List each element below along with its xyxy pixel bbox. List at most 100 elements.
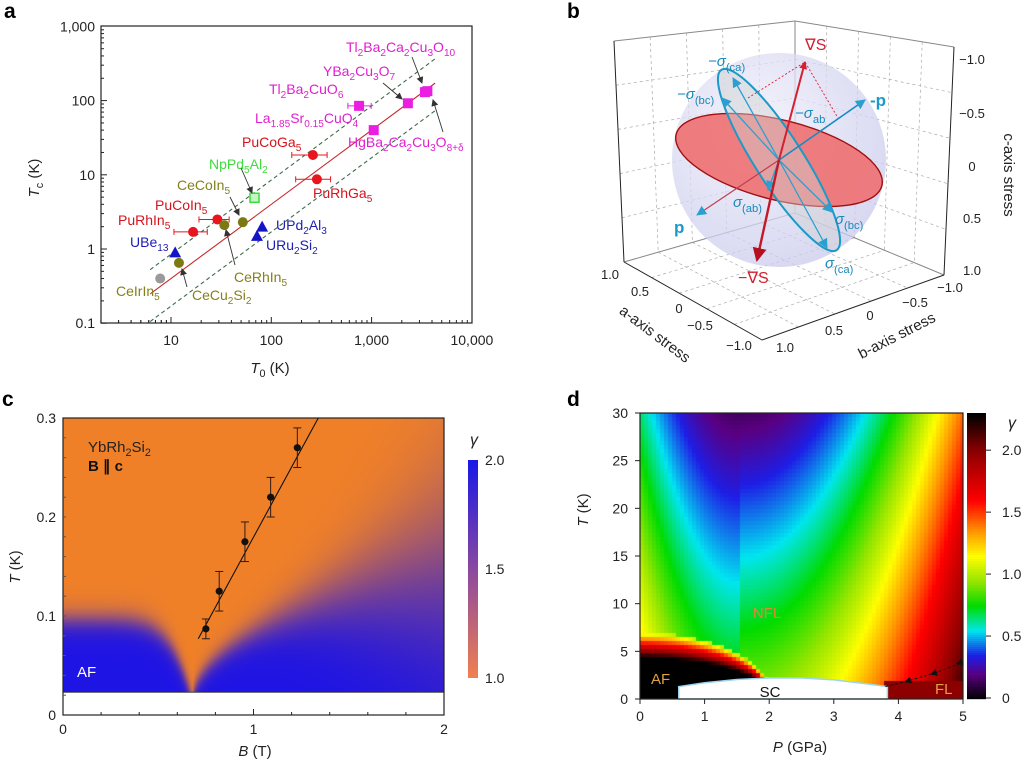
- point-label: Tl2Ba2CuO6: [269, 81, 344, 101]
- colorbar-cell: [967, 629, 986, 632]
- colorbar-cell: [967, 655, 986, 658]
- grad-s-label: ∇S: [804, 37, 826, 54]
- colorbar-cell: [967, 611, 986, 614]
- data-point: [250, 229, 263, 241]
- colorbar-cell: [967, 647, 986, 650]
- y-tick-label: 25: [612, 453, 628, 469]
- colorbar-cell: [967, 499, 986, 502]
- y-tick-label: 15: [612, 548, 628, 564]
- colorbar-cell: [967, 417, 986, 420]
- x-tick-label: 1,000: [354, 332, 389, 348]
- colorbar-tick-label: 1.5: [1002, 504, 1022, 520]
- panel-letter: b: [567, 0, 580, 23]
- colorbar-cell: [967, 423, 986, 426]
- colorbar-cell: [967, 623, 986, 626]
- colorbar-cell: [967, 471, 986, 474]
- data-point: [219, 220, 230, 231]
- panel-letter: d: [567, 388, 580, 411]
- colorbar-cell: [967, 687, 986, 690]
- stress-vector: [721, 97, 780, 161]
- b-tick-label: 1.0: [776, 340, 794, 355]
- stress-vector: [732, 77, 780, 161]
- colorbar-cell: [967, 445, 986, 448]
- colorbar-cell: [967, 467, 986, 470]
- colorbar-cell: [967, 413, 986, 416]
- annotation-arrow: [382, 82, 403, 100]
- colorbar-cell: [967, 435, 986, 438]
- colorbar-cell: [967, 599, 986, 602]
- b-tick-label: −0.5: [902, 295, 928, 310]
- sigma-label: σ(bc): [835, 211, 864, 232]
- y-tick-label: 5: [620, 643, 628, 659]
- colorbar-cell: [967, 539, 986, 542]
- colorbar-cell: [967, 529, 986, 532]
- c-tick-label: −0.5: [959, 106, 985, 121]
- a-tick-label: −0.5: [687, 318, 713, 333]
- data-point: [307, 149, 318, 160]
- sc-label: SC: [760, 684, 781, 701]
- af-label: AF: [651, 671, 670, 688]
- colorbar-cell: [967, 553, 986, 556]
- data-point: [402, 98, 413, 109]
- y-tick-label: 100: [72, 93, 96, 109]
- colorbar-cell: [967, 587, 986, 590]
- colorbar-cell: [967, 683, 986, 686]
- point-label: URu2Si2: [266, 237, 318, 257]
- sigma-label: −σ(ca): [708, 53, 745, 74]
- colorbar-cell: [967, 577, 986, 580]
- colorbar-cell: [967, 483, 986, 486]
- colorbar-cell: [967, 681, 986, 684]
- colorbar-cell: [967, 665, 986, 668]
- x-tick-label: 0: [59, 721, 67, 737]
- c-tick-label: 1.0: [963, 263, 981, 278]
- plot-frame-d: [639, 412, 964, 700]
- grid-line: [692, 242, 835, 315]
- colorbar-cell: [967, 601, 986, 604]
- a-tick-label: −1.0: [726, 338, 752, 353]
- colorbar-cell: [967, 489, 986, 492]
- box-edge: [794, 20, 955, 48]
- colorbar-cell: [967, 561, 986, 564]
- colorbar-tick-label: 0: [1002, 690, 1010, 706]
- colorbar-cell: [967, 595, 986, 598]
- colorbar-cell: [967, 545, 986, 548]
- data-point: [188, 226, 199, 237]
- colorbar-tick-label: 1.0: [485, 670, 505, 686]
- panel-b: ∇S −∇S -p p −σ(ca) −σ(bc) −σab σ(ab) σ(bc) σ(ca) 1…: [601, 20, 1017, 367]
- colorbar-cell: [967, 663, 986, 666]
- colorbar-cell: [967, 487, 986, 490]
- colorbar-cell: [967, 503, 986, 506]
- colorbar-cell: [967, 419, 986, 422]
- sigma-label: σ(ab): [733, 194, 762, 215]
- reference-line: [149, 110, 436, 322]
- point-label: HgBa2Ca2Cu3O8+δ: [348, 134, 464, 154]
- point-label: YBa2Cu3O7: [323, 63, 395, 83]
- colorbar-cell: [967, 515, 986, 518]
- colorbar-cell: [967, 565, 986, 568]
- stress-vector: [778, 159, 833, 213]
- colorbar-cell: [967, 559, 986, 562]
- colorbar-cell: [967, 543, 986, 546]
- colorbar-cell: [967, 575, 986, 578]
- colorbar-cell: [967, 547, 986, 550]
- annotation-arrow: [224, 229, 236, 266]
- colorbar-cell: [967, 557, 986, 560]
- annotation-arrow: [411, 56, 424, 84]
- neg-grad-s-label: −∇S: [738, 270, 769, 287]
- grid-line: [706, 249, 885, 310]
- colorbar-cell: [967, 679, 986, 682]
- colorbar-cell: [967, 491, 986, 494]
- colorbar-cell: [967, 593, 986, 596]
- colorbar-cell: [967, 475, 986, 478]
- colorbar-cell: [967, 519, 986, 522]
- y-tick-label: 0.3: [37, 410, 57, 426]
- colorbar-cell: [967, 585, 986, 588]
- point-label: PuCoGa5: [242, 134, 302, 154]
- y-tick-label: 0: [48, 707, 56, 723]
- colorbar-cell: [967, 583, 986, 586]
- colorbar-cell: [967, 695, 986, 698]
- data-point: [293, 444, 301, 452]
- data-point: [241, 538, 249, 546]
